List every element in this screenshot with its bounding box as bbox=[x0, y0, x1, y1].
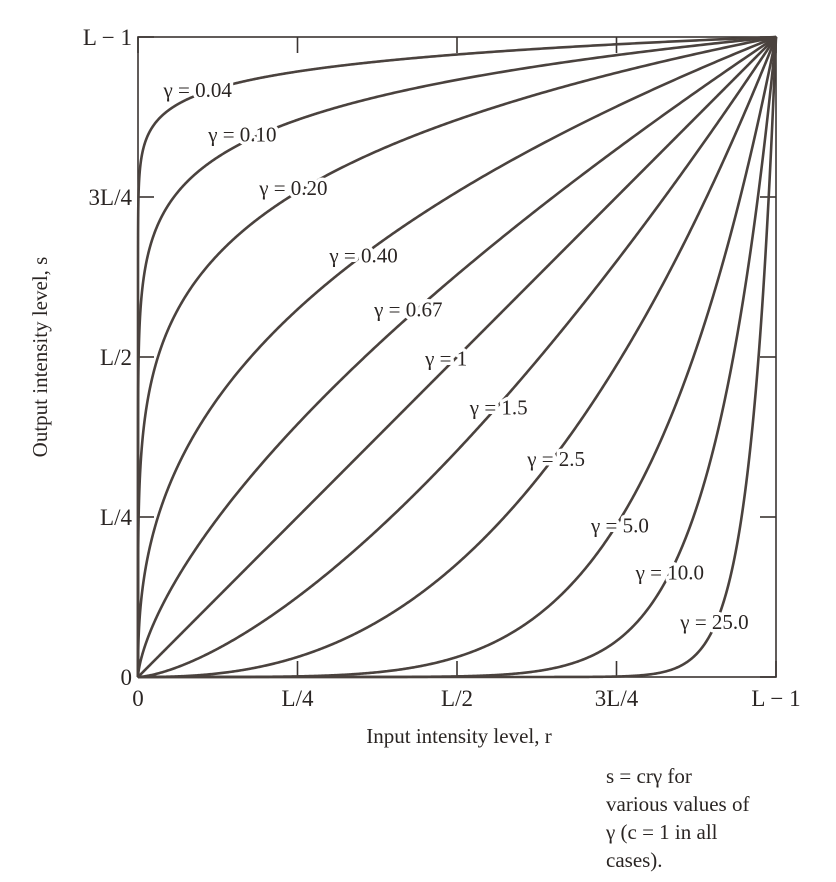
caption-line-4: cases). bbox=[606, 848, 663, 872]
caption-line-3: γ (c = 1 in all bbox=[606, 820, 718, 844]
curve-label-gamma-10: γ = 25.0 bbox=[679, 610, 748, 634]
curve-label-gamma-5: γ = 1 bbox=[424, 346, 467, 370]
y-tick-label-2: L/2 bbox=[100, 345, 132, 370]
gamma-curves-chart: γ = 0.04 γ = 0.10 γ = 0.20 γ = 0.40 γ = 0.67… bbox=[28, 25, 801, 748]
x-axis-label: Input intensity level, r bbox=[366, 724, 551, 748]
curve-label-gamma-1: γ = 0.10 bbox=[207, 122, 276, 146]
y-axis-label: Output intensity level, s bbox=[28, 257, 52, 458]
gamma-curves bbox=[136, 35, 778, 679]
y-tick-label-3: 3L/4 bbox=[89, 185, 133, 210]
x-tick-label-3: 3L/4 bbox=[595, 686, 639, 711]
curve-label-gamma-4: γ = 0.67 bbox=[373, 298, 442, 322]
curve-label-gamma-7: γ = 2.5 bbox=[526, 447, 585, 471]
curve-gamma-7 bbox=[138, 36, 778, 679]
curve-gamma-2 bbox=[136, 35, 777, 677]
curve-labels: γ = 0.04 γ = 0.10 γ = 0.20 γ = 0.40 γ = 0.67… bbox=[159, 75, 752, 638]
curve-label-gamma-3: γ = 0.40 bbox=[328, 243, 397, 267]
curve-gamma-0 bbox=[136, 35, 777, 677]
y-tick-label-4: L − 1 bbox=[83, 25, 132, 50]
x-tick-label-2: L/2 bbox=[441, 686, 473, 711]
curve-label-gamma-6: γ = 1.5 bbox=[469, 396, 528, 420]
curve-gamma-6 bbox=[137, 36, 778, 679]
curve-label-gamma-2: γ = 0.20 bbox=[258, 176, 327, 200]
curve-label-gamma-0: γ = 0.04 bbox=[163, 78, 233, 102]
figure-caption: s = crγ for various values of γ (c = 1 i… bbox=[606, 762, 826, 874]
x-tick-label-0: 0 bbox=[132, 686, 144, 711]
y-tick-label-1: L/4 bbox=[100, 505, 132, 530]
curve-gamma-10 bbox=[138, 36, 778, 679]
curve-label-gamma-8: γ = 5.0 bbox=[590, 513, 649, 537]
curve-gamma-1 bbox=[136, 35, 777, 677]
x-tick-label-4: L − 1 bbox=[751, 686, 800, 711]
curve-gamma-3 bbox=[136, 35, 777, 677]
curve-gamma-5 bbox=[137, 36, 777, 678]
y-tick-label-0: 0 bbox=[121, 665, 133, 690]
curve-gamma-4 bbox=[136, 35, 777, 678]
curve-label-gamma-9: γ = 10.0 bbox=[635, 561, 704, 585]
tick-labels: 0 L/4 L/2 3L/4 L − 1 0 L/4 L/2 3L/4 L − 1 bbox=[83, 25, 801, 711]
caption-line-1: s = crγ for bbox=[606, 764, 692, 788]
caption-line-2: various values of bbox=[606, 792, 750, 816]
x-tick-label-1: L/4 bbox=[282, 686, 314, 711]
